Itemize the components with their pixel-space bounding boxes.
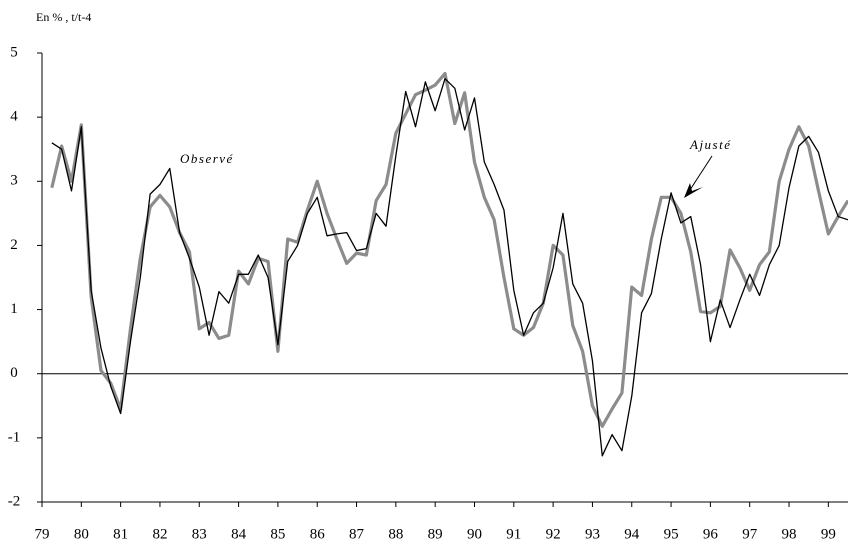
- x-tick-label: 95: [664, 526, 679, 542]
- y-tick-label: 2: [10, 237, 18, 253]
- y-tick-label: -2: [8, 493, 21, 509]
- y-tick-label: -1: [8, 429, 21, 445]
- annotation-fitted: Ajusté: [689, 137, 732, 152]
- x-tick-label: 93: [585, 526, 600, 542]
- x-tick-label: 79: [35, 526, 50, 542]
- x-tick-label: 81: [113, 526, 128, 542]
- x-tick-label: 97: [742, 526, 758, 542]
- x-tick-label: 87: [349, 526, 365, 542]
- x-tick-label: 86: [310, 526, 326, 542]
- y-tick-label: 1: [10, 301, 18, 317]
- series-line: [51, 78, 848, 457]
- x-tick-label: 84: [231, 526, 247, 542]
- x-tick-label: 99: [821, 526, 836, 542]
- annotation-arrow: [684, 155, 713, 198]
- x-tick-label: 85: [270, 526, 285, 542]
- y-tick-label: 5: [10, 44, 18, 60]
- x-tick-label: 96: [703, 526, 719, 542]
- x-tick-label: 83: [192, 526, 207, 542]
- x-tick-label: 89: [428, 526, 443, 542]
- y-tick-label: 4: [10, 109, 18, 125]
- x-tick-label: 88: [388, 526, 403, 542]
- y-tick-label: 0: [10, 365, 18, 381]
- x-tick-label: 94: [624, 526, 640, 542]
- x-tick-label: 80: [74, 526, 89, 542]
- x-tick-label: 91: [506, 526, 521, 542]
- annotation-observed: Observé: [180, 151, 234, 166]
- x-tick-label: 90: [467, 526, 482, 542]
- x-tick-label: 82: [152, 526, 167, 542]
- y-axis-label: En % , t/t-4: [36, 10, 91, 24]
- x-tick-label: 98: [782, 526, 797, 542]
- x-tick-label: 92: [546, 526, 561, 542]
- y-tick-label: 3: [10, 173, 18, 189]
- series-line: [50, 71, 848, 428]
